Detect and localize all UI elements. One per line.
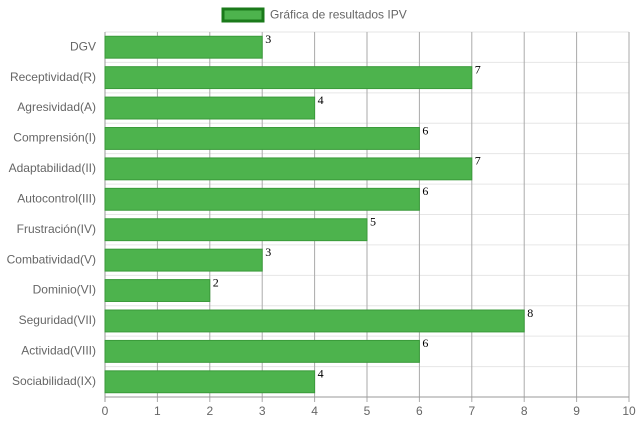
x-tick-label: 5 (364, 404, 371, 418)
bar (104, 248, 263, 272)
bar (104, 187, 420, 211)
x-tick-label: 9 (573, 404, 580, 418)
y-tick-label: Comprensión(I) (13, 131, 96, 145)
value-label: 6 (422, 336, 428, 350)
x-tick-label: 4 (311, 404, 318, 418)
y-tick-label: Frustración(IV) (17, 222, 96, 236)
bar (104, 218, 368, 242)
bar (104, 157, 473, 181)
bar (104, 96, 316, 120)
x-tick-label: 3 (259, 404, 266, 418)
x-tick-label: 6 (416, 404, 423, 418)
value-label: 8 (527, 306, 533, 320)
value-label: 5 (370, 215, 376, 229)
x-tick-label: 7 (468, 404, 475, 418)
y-tick-label: Seguridad(VII) (19, 313, 96, 327)
bar (104, 66, 473, 90)
value-label: 6 (422, 123, 428, 137)
value-label: 6 (422, 184, 428, 198)
legend-swatch (221, 7, 265, 23)
bar (104, 279, 211, 302)
bar (104, 309, 525, 333)
x-tick-label: 10 (622, 404, 636, 418)
y-tick-label: Autocontrol(III) (17, 191, 96, 205)
y-tick-label: Agresividad(A) (17, 100, 96, 114)
x-tick-label: 8 (521, 404, 528, 418)
bar (104, 339, 420, 363)
x-tick-label: 1 (154, 404, 161, 418)
y-tick-label: DGV (70, 39, 96, 53)
bar (104, 127, 420, 150)
y-tick-label: Adaptabilidad(II) (9, 161, 96, 175)
bar (104, 35, 263, 59)
y-tick-label: Actividad(VIII) (21, 344, 96, 358)
y-tick-label: Receptividad(R) (10, 70, 96, 84)
bar (104, 370, 316, 394)
value-label: 7 (475, 154, 481, 168)
x-tick-label: 0 (102, 404, 109, 418)
value-label: 7 (475, 62, 481, 76)
value-label: 3 (265, 32, 271, 46)
value-label: 2 (213, 275, 219, 289)
value-label: 4 (318, 93, 324, 107)
value-label: 4 (318, 367, 324, 381)
legend-label: Gráfica de resultados IPV (270, 8, 407, 22)
y-tick-label: Combatividad(V) (7, 252, 96, 266)
y-tick-label: Dominio(VI) (33, 283, 96, 297)
x-tick-label: 2 (206, 404, 213, 418)
value-label: 3 (265, 245, 271, 259)
y-tick-label: Sociabilidad(IX) (12, 374, 96, 388)
